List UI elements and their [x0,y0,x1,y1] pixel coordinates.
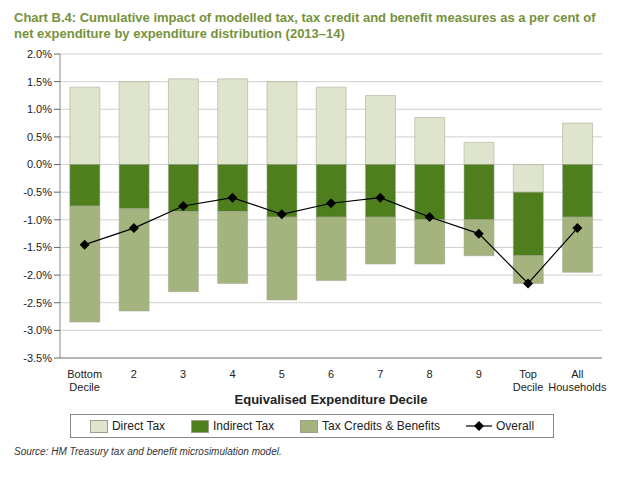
svg-text:-3.0%: -3.0% [23,324,52,336]
svg-text:7: 7 [377,368,383,380]
html-text:Overall: Overall [496,419,534,433]
svg-text:-3.5%: -3.5% [23,352,52,364]
svg-text:0.0%: 0.0% [27,158,52,170]
svg-text:3: 3 [180,368,186,380]
svg-text:2: 2 [131,368,137,380]
svg-text:Equivalised Expenditure Decile: Equivalised Expenditure Decile [235,392,428,406]
svg-text:-2.0%: -2.0% [23,269,52,281]
svg-text:6: 6 [328,368,334,380]
html-text:Indirect Tax: Indirect Tax [213,419,275,433]
svg-text:-0.5%: -0.5% [23,186,52,198]
svg-text:4: 4 [229,368,235,380]
svg-text:5: 5 [279,368,285,380]
svg-text:8: 8 [426,368,432,380]
svg-text:9: 9 [476,368,482,380]
svg-text:1.5%: 1.5% [27,76,52,88]
svg-text:TopDecile: TopDecile [513,368,544,393]
svg-text:1.0%: 1.0% [27,103,52,115]
html-text:Chart B.4: Cumulative impact o: Chart B.4: Cumulative impact of modelled… [14,10,596,41]
svg-text:AllHouseholds: AllHouseholds [548,368,607,393]
svg-text:0.5%: 0.5% [27,131,52,143]
html-text:Tax Credits & Benefits: Tax Credits & Benefits [322,419,441,433]
svg-text:2.0%: 2.0% [27,48,52,60]
svg-text:-1.0%: -1.0% [23,214,52,226]
svg-text:-1.5%: -1.5% [23,241,52,253]
svg-text:BottomDecile: BottomDecile [67,368,102,393]
svg-text:-2.5%: -2.5% [23,297,52,309]
html-text:Source: HM Treasury tax and be: Source: HM Treasury tax and benefit micr… [14,446,282,457]
html-text:Direct Tax: Direct Tax [112,419,166,433]
